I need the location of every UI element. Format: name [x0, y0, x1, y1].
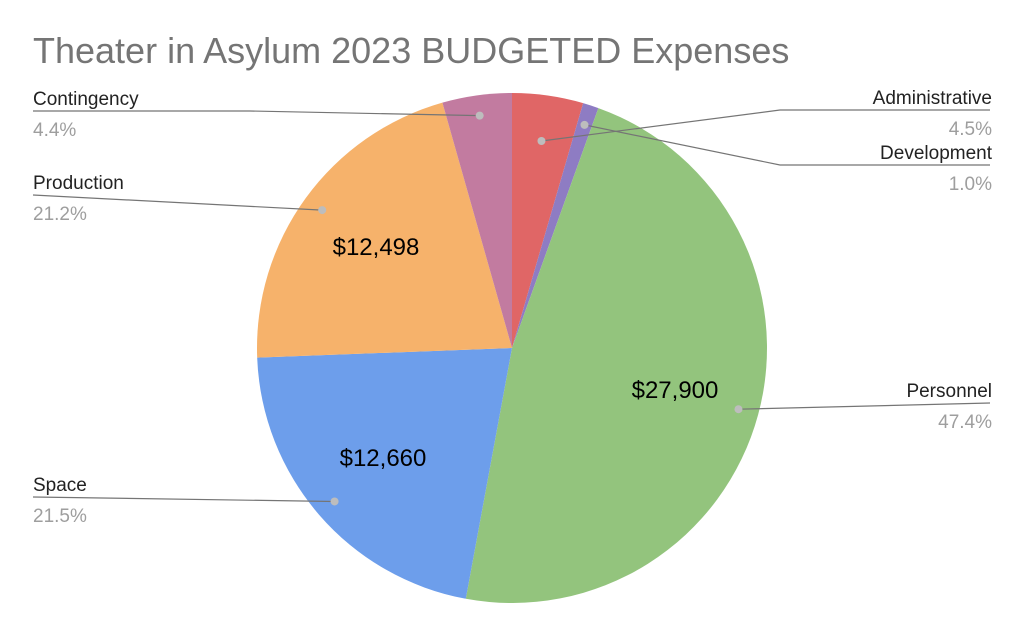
slice-development [512, 103, 599, 348]
leader-lines [32, 109, 991, 506]
value-personnel: $27,900 [632, 377, 719, 404]
leader-dot-space [330, 497, 339, 506]
pie-slices [257, 93, 768, 603]
percent-development: 1.0% [949, 174, 992, 195]
value-space: $12,660 [340, 445, 427, 472]
percent-space: 21.5% [33, 506, 87, 527]
leader-administrative [541, 109, 990, 142]
slice-contingency [442, 93, 512, 348]
percent-production: 21.2% [33, 204, 87, 225]
slice-personnel [465, 108, 768, 603]
label-contingency: Contingency [33, 89, 139, 110]
leader-development [584, 124, 990, 166]
leader-dot-production [318, 206, 327, 215]
value-production: $12,498 [333, 234, 420, 261]
leader-dot-development [580, 120, 589, 129]
slice-production [257, 102, 512, 358]
slice-labels: Administrative 4.5% Development 1.0% Personn… [33, 88, 993, 527]
leader-space [32, 496, 335, 503]
label-development: Development [880, 143, 993, 164]
leader-dot-personnel [734, 405, 743, 414]
chart-title: Theater in Asylum 2023 BUDGETED Expenses [33, 30, 789, 71]
label-personnel: Personnel [906, 381, 992, 402]
leader-dot-contingency [475, 111, 484, 120]
percent-contingency: 4.4% [33, 120, 76, 141]
percent-administrative: 4.5% [949, 119, 992, 140]
label-production: Production [33, 173, 124, 194]
slice-administrative [512, 93, 584, 348]
slice-space [257, 348, 512, 599]
leader-dot-administrative [537, 136, 546, 145]
leader-personnel [738, 402, 991, 410]
label-administrative: Administrative [873, 88, 992, 109]
label-space: Space [33, 475, 87, 496]
leader-contingency [33, 110, 480, 117]
percent-personnel: 47.4% [938, 412, 992, 433]
leader-production [32, 194, 323, 211]
